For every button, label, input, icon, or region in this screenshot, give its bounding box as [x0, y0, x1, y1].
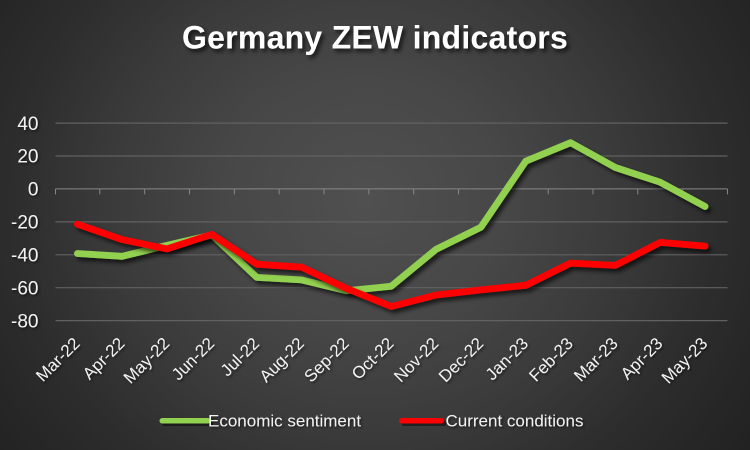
- svg-text:Mar-23: Mar-23: [570, 334, 622, 386]
- svg-text:Germany ZEW indicators: Germany ZEW indicators: [182, 20, 568, 56]
- svg-text:-60: -60: [11, 278, 38, 299]
- svg-text:-20: -20: [11, 213, 38, 234]
- svg-text:Oct-22: Oct-22: [348, 334, 398, 384]
- svg-text:Sep-22: Sep-22: [301, 334, 353, 386]
- svg-text:Mar-22: Mar-22: [32, 334, 84, 386]
- svg-text:Economic sentiment: Economic sentiment: [208, 412, 361, 431]
- svg-text:Jan-23: Jan-23: [482, 334, 532, 384]
- svg-text:Dec-22: Dec-22: [435, 334, 487, 386]
- svg-text:Jun-22: Jun-22: [168, 334, 218, 384]
- svg-text:-40: -40: [11, 246, 38, 267]
- svg-text:Feb-23: Feb-23: [525, 334, 577, 386]
- svg-text:Nov-22: Nov-22: [390, 334, 442, 386]
- svg-text:Current conditions: Current conditions: [446, 412, 584, 431]
- svg-text:0: 0: [28, 180, 39, 201]
- svg-text:May-22: May-22: [120, 334, 174, 388]
- svg-text:20: 20: [17, 147, 38, 168]
- svg-text:-80: -80: [11, 311, 38, 332]
- svg-text:Aug-22: Aug-22: [256, 334, 308, 386]
- svg-text:40: 40: [17, 114, 38, 135]
- svg-text:May-23: May-23: [658, 334, 712, 388]
